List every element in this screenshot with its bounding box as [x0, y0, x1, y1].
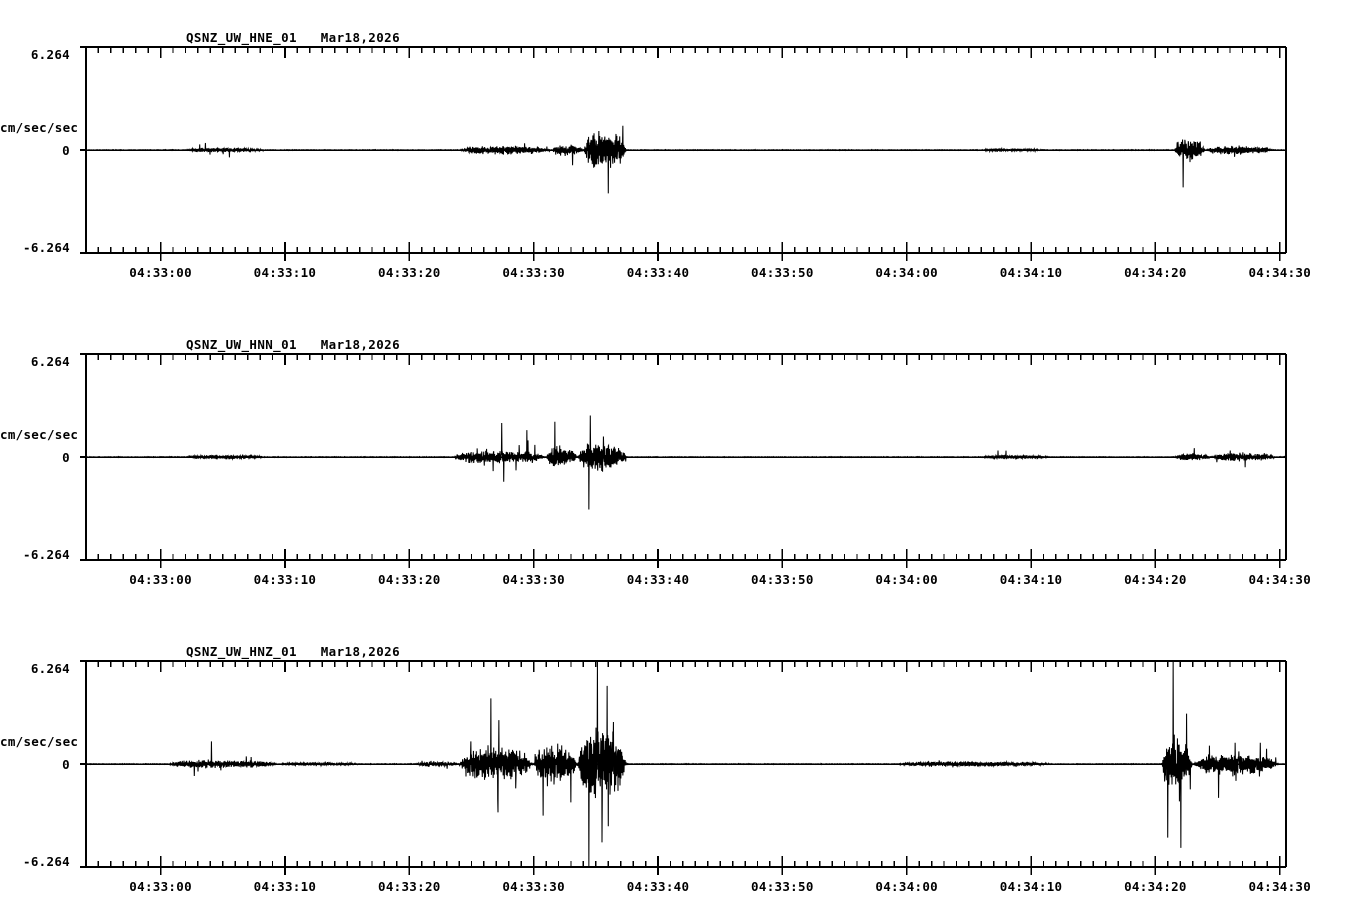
plot-frame — [85, 46, 1287, 254]
x-axis-tick-label: 04:34:30 — [1248, 879, 1312, 894]
x-axis-tick-label: 04:34:30 — [1248, 265, 1312, 280]
y-axis-min-label-hnz: -6.264 — [23, 854, 70, 869]
seismogram-panel-hnn: QSNZ_UW_HNN_01 Mar18,2026 6.264 cm/sec/s… — [0, 307, 1358, 607]
seismogram-plot-hnz — [80, 660, 1287, 875]
plot-frame — [85, 660, 1287, 868]
x-axis-tick-label: 04:34:00 — [875, 879, 939, 894]
x-axis-tick-label: 04:33:30 — [502, 572, 565, 587]
x-axis-tick-label: 04:34:10 — [999, 572, 1063, 587]
x-axis-tick-label: 04:33:10 — [253, 572, 317, 587]
seismogram-panel-hne: QSNZ_UW_HNE_01 Mar18,2026 6.264 cm/sec/s… — [0, 0, 1358, 300]
x-axis-tick-label: 04:33:30 — [502, 879, 565, 894]
seismic-trace — [85, 415, 1287, 510]
x-axis-tick-label: 04:34:00 — [875, 572, 939, 587]
x-axis-tick-label: 04:33:20 — [378, 879, 441, 894]
y-axis-unit-label-hnn: cm/sec/sec — [0, 427, 79, 442]
y-axis-unit-label-hne: cm/sec/sec — [0, 120, 79, 135]
y-axis-min-label-hnn: -6.264 — [23, 547, 70, 562]
x-axis-tick-label: 04:34:20 — [1124, 572, 1187, 587]
y-axis-max-label-hnz: 6.264 — [30, 661, 70, 676]
panel-title-hnz: QSNZ_UW_HNZ_01 Mar18,2026 — [186, 644, 400, 659]
y-axis-unit-label-hnz: cm/sec/sec — [0, 734, 79, 749]
seismogram-panel-hnz: QSNZ_UW_HNZ_01 Mar18,2026 6.264 cm/sec/s… — [0, 614, 1358, 919]
x-axis-tick-label: 04:33:40 — [626, 265, 690, 280]
x-axis-tick-label: 04:34:20 — [1124, 265, 1187, 280]
x-axis-tick-label: 04:33:40 — [626, 572, 690, 587]
y-axis-max-label-hne: 6.264 — [30, 47, 70, 62]
plot-frame — [85, 353, 1287, 561]
panel-title-hne: QSNZ_UW_HNE_01 Mar18,2026 — [186, 30, 400, 45]
x-axis-tick-label: 04:33:40 — [626, 879, 690, 894]
x-axis-ticks — [97, 47, 1281, 261]
x-axis-ticks — [97, 661, 1281, 875]
x-axis-tick-label: 04:33:50 — [751, 572, 814, 587]
seismogram-plot-hne — [80, 46, 1287, 261]
x-axis-tick-label: 04:34:10 — [999, 879, 1063, 894]
seismic-trace — [85, 125, 1287, 194]
x-axis-tick-label: 04:33:50 — [751, 879, 814, 894]
x-axis-tick-label: 04:34:10 — [999, 265, 1063, 280]
x-axis-tick-label: 04:34:00 — [875, 265, 939, 280]
x-axis-tick-label: 04:33:50 — [751, 265, 814, 280]
y-axis-zero-label-hne: 0 — [62, 143, 70, 158]
x-axis-tick-label: 04:33:00 — [129, 572, 192, 587]
x-axis-ticks — [97, 354, 1281, 568]
x-axis-tick-label: 04:33:20 — [378, 265, 441, 280]
x-axis-tick-label: 04:34:20 — [1124, 879, 1187, 894]
x-axis-tick-label: 04:34:30 — [1248, 572, 1312, 587]
x-axis-tick-label: 04:33:00 — [129, 879, 192, 894]
x-axis-tick-label: 04:33:10 — [253, 879, 317, 894]
x-axis-tick-label: 04:33:20 — [378, 572, 441, 587]
x-axis-tick-label: 04:33:30 — [502, 265, 565, 280]
y-axis-zero-label-hnz: 0 — [62, 757, 70, 772]
panel-title-hnn: QSNZ_UW_HNN_01 Mar18,2026 — [186, 337, 400, 352]
y-axis-min-label-hne: -6.264 — [23, 240, 70, 255]
x-axis-tick-label: 04:33:10 — [253, 265, 317, 280]
y-axis-zero-label-hnn: 0 — [62, 450, 70, 465]
seismogram-plot-hnn — [80, 353, 1287, 568]
x-axis-tick-label: 04:33:00 — [129, 265, 192, 280]
y-axis-max-label-hnn: 6.264 — [30, 354, 70, 369]
